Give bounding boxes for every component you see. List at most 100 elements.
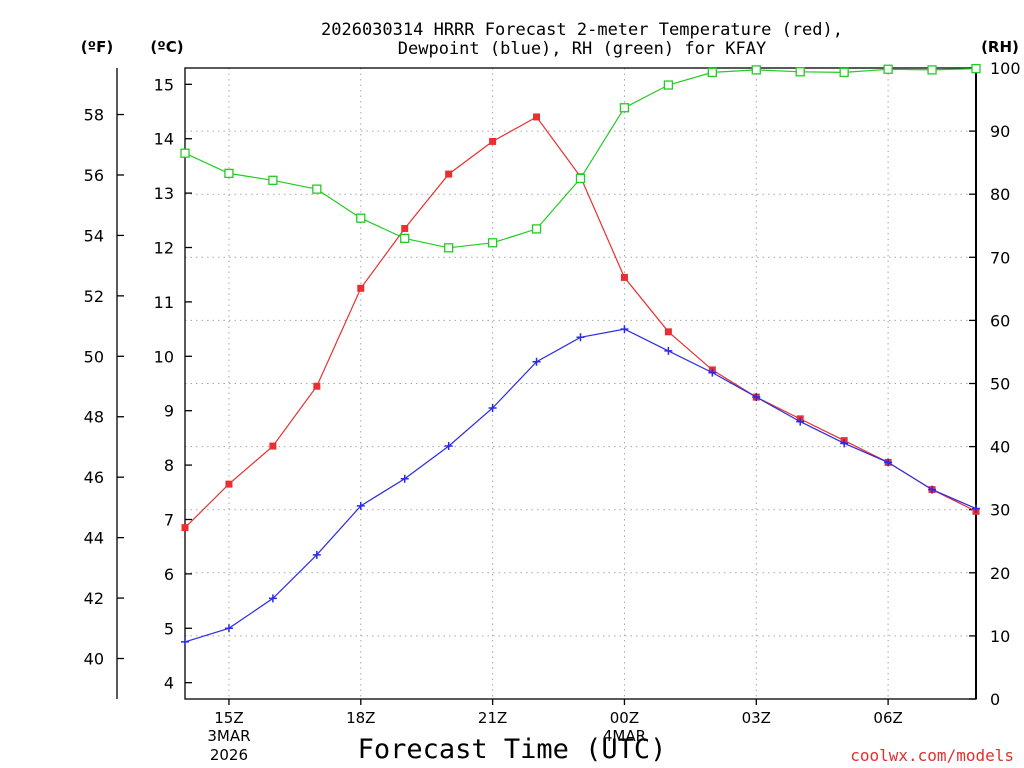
x-tick-label: 18Z [346, 709, 375, 727]
dewpoint-point [532, 357, 541, 366]
celsius-tick-label: 5 [164, 619, 174, 638]
temperature-point [664, 328, 672, 336]
rh-tick-label: 10 [990, 627, 1010, 646]
celsius-tick-label: 9 [164, 402, 174, 421]
celsius-tick-label: 13 [154, 184, 174, 203]
temperature-point [489, 137, 497, 145]
temperature-point [313, 382, 321, 390]
x-tick-label: 03Z [742, 709, 771, 727]
celsius-unit-label: (ºC) [150, 38, 183, 56]
fahrenheit-tick-label: 46 [84, 468, 104, 487]
dewpoint-point [268, 594, 277, 603]
x-tick-date: 4MAR [603, 727, 646, 745]
temperature-point [445, 170, 453, 178]
rh-tick-label: 60 [990, 311, 1010, 330]
relative-humidity-point [883, 64, 893, 74]
rh-tick-label: 50 [990, 375, 1010, 394]
dewpoint-point [488, 403, 497, 412]
dewpoint-point [224, 624, 233, 633]
dewpoint-point [400, 474, 409, 483]
rh-tick-label: 40 [990, 438, 1010, 457]
x-axis-label: Forecast Time (UTC) [358, 734, 667, 765]
dewpoint-point [928, 485, 937, 494]
rh-tick-label: 90 [990, 122, 1010, 141]
relative-humidity-point [356, 213, 366, 223]
temperature-point [181, 524, 189, 532]
relative-humidity-point [619, 103, 630, 113]
rh-tick-label: 100 [990, 59, 1021, 78]
celsius-tick-label: 15 [154, 75, 174, 94]
fahrenheit-tick-label: 40 [84, 650, 104, 669]
dewpoint-point [664, 346, 673, 355]
temperature-point [401, 224, 409, 232]
x-tick-label: 15Z [214, 709, 243, 727]
relative-humidity-point [268, 175, 278, 185]
rh-tick-label: 30 [990, 501, 1010, 520]
temperature-point [225, 480, 233, 488]
x-tick-label: 21Z [478, 709, 507, 727]
dewpoint-point [576, 333, 585, 342]
temperature-point [620, 273, 628, 281]
celsius-tick-label: 7 [164, 510, 174, 529]
dewpoint-point [312, 550, 321, 559]
fahrenheit-tick-label: 54 [84, 226, 104, 245]
watermark: coolwx.com/models [850, 746, 1014, 765]
celsius-tick-label: 6 [164, 565, 174, 584]
relative-humidity-point [575, 173, 586, 184]
dewpoint-point [752, 393, 761, 402]
temperature-point [533, 113, 541, 121]
relative-humidity-point [444, 243, 454, 253]
rh-tick-label: 70 [990, 248, 1010, 267]
rh-axis: 0 10 20 30 40 50 60 70 80 90 100 [969, 59, 1021, 709]
relative-humidity-point [663, 80, 674, 90]
dewpoint-point [444, 442, 453, 451]
celsius-tick-label: 14 [154, 130, 174, 149]
dewpoint-point [972, 504, 980, 513]
relative-humidity-point [531, 224, 542, 234]
relative-humidity-point [312, 184, 322, 194]
celsius-tick-label: 4 [164, 674, 174, 693]
dewpoint-point [356, 501, 365, 510]
relative-humidity-point [927, 65, 937, 75]
relative-humidity-point [400, 233, 410, 244]
fahrenheit-axis: 40 42 44 46 48 50 52 54 56 58 [84, 106, 124, 669]
rh-tick-label: 80 [990, 185, 1010, 204]
rh-tick-label: 0 [990, 690, 1000, 709]
celsius-tick-label: 12 [154, 239, 174, 258]
chart-title-line2: Dewpoint (blue), RH (green) for KFAY [398, 39, 766, 59]
fahrenheit-tick-label: 56 [84, 166, 104, 185]
dewpoint-point [796, 417, 805, 426]
dewpoint-point [840, 439, 849, 448]
relative-humidity-point [971, 63, 981, 74]
fahrenheit-tick-label: 48 [84, 408, 104, 427]
celsius-tick-label: 8 [164, 456, 174, 475]
fahrenheit-tick-label: 50 [84, 347, 104, 366]
x-tick-label: 00Z [610, 709, 639, 727]
fahrenheit-tick-label: 52 [84, 287, 104, 306]
relative-humidity-point [707, 67, 717, 78]
x-tick-year: 2026 [210, 746, 248, 764]
fahrenheit-tick-label: 58 [84, 106, 104, 125]
series-layer [180, 63, 981, 646]
relative-humidity-point [224, 168, 234, 179]
relative-humidity-point [839, 67, 849, 78]
dewpoint-point [884, 458, 893, 467]
chart-title-line1: 2026030314 HRRR Forecast 2-meter Tempera… [321, 20, 843, 40]
fahrenheit-unit-label: (ºF) [81, 38, 113, 56]
relative-humidity-point [180, 148, 190, 158]
relative-humidity-point [487, 238, 498, 248]
celsius-tick-label: 10 [154, 347, 174, 366]
fahrenheit-tick-label: 42 [84, 589, 104, 608]
x-tick-date: 3MAR [207, 727, 250, 745]
relative-humidity-point [751, 65, 761, 75]
relative-humidity-point [795, 67, 805, 77]
dewpoint-point [181, 637, 189, 646]
celsius-tick-label: 11 [154, 293, 174, 312]
fahrenheit-tick-label: 44 [84, 529, 104, 548]
rh-tick-label: 20 [990, 564, 1010, 583]
dewpoint-point [620, 325, 629, 334]
dewpoint-point [708, 368, 717, 377]
celsius-axis: 4 5 6 7 8 9 10 11 12 13 14 15 [154, 75, 192, 693]
